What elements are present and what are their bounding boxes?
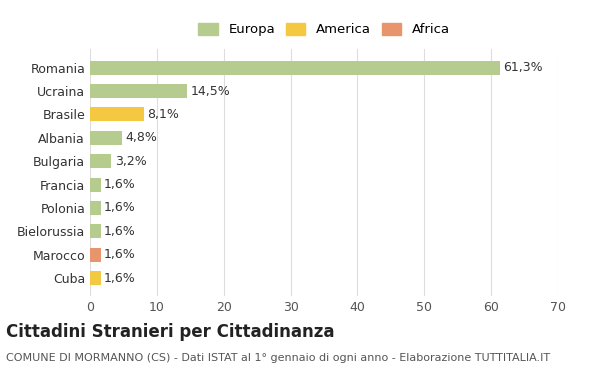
Text: Cittadini Stranieri per Cittadinanza: Cittadini Stranieri per Cittadinanza bbox=[6, 323, 335, 341]
Text: 1,6%: 1,6% bbox=[104, 201, 136, 214]
Text: COMUNE DI MORMANNO (CS) - Dati ISTAT al 1° gennaio di ogni anno - Elaborazione T: COMUNE DI MORMANNO (CS) - Dati ISTAT al … bbox=[6, 353, 550, 363]
Bar bbox=[90, 131, 122, 145]
Bar bbox=[90, 201, 101, 215]
Bar bbox=[90, 108, 144, 122]
Text: 1,6%: 1,6% bbox=[104, 178, 136, 191]
Bar bbox=[90, 271, 101, 285]
Text: 4,8%: 4,8% bbox=[125, 131, 157, 144]
Bar bbox=[90, 224, 101, 238]
Text: 1,6%: 1,6% bbox=[104, 272, 136, 285]
Bar bbox=[90, 61, 500, 74]
Bar bbox=[90, 248, 101, 262]
Bar bbox=[90, 154, 112, 168]
Text: 1,6%: 1,6% bbox=[104, 225, 136, 238]
Text: 1,6%: 1,6% bbox=[104, 248, 136, 261]
Text: 8,1%: 8,1% bbox=[148, 108, 179, 121]
Bar bbox=[90, 177, 101, 192]
Text: 3,2%: 3,2% bbox=[115, 155, 146, 168]
Legend: Europa, America, Africa: Europa, America, Africa bbox=[194, 19, 454, 40]
Text: 61,3%: 61,3% bbox=[503, 61, 543, 74]
Bar bbox=[90, 84, 187, 98]
Text: 14,5%: 14,5% bbox=[190, 84, 230, 98]
